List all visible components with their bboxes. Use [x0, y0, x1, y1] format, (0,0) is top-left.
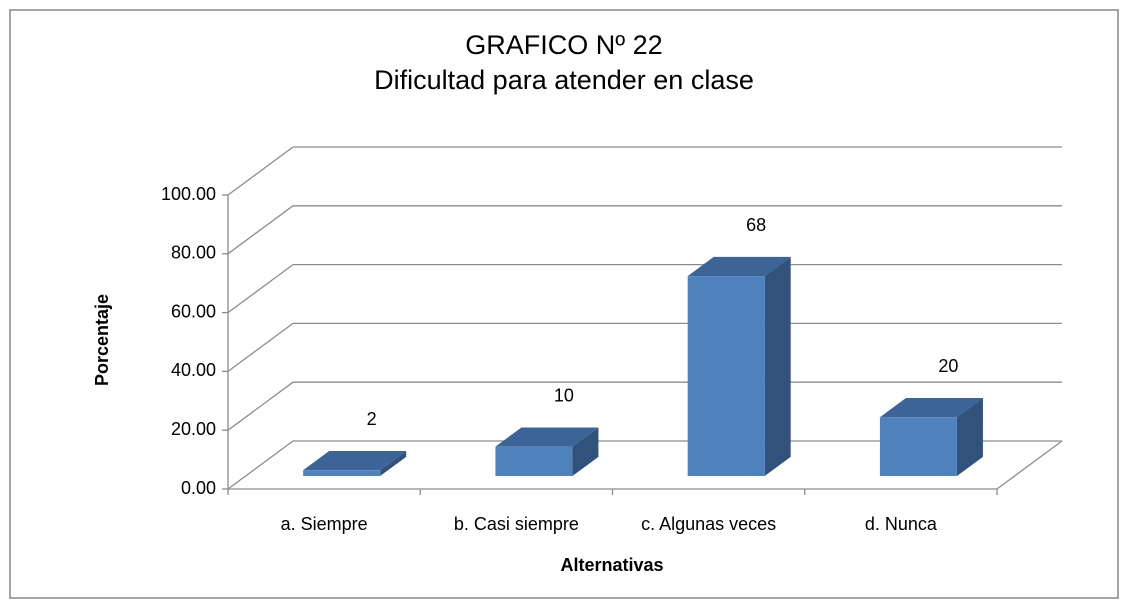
grid-diagonal — [227, 205, 294, 255]
chart-title: GRAFICO Nº 22 — [465, 30, 662, 60]
bar — [879, 417, 957, 477]
chart-subtitle: Dificultad para atender en clase — [374, 65, 754, 95]
y-axis-title: Porcentaje — [92, 294, 112, 386]
x-tick-label: d. Nunca — [865, 514, 938, 534]
bar-side — [572, 427, 599, 477]
grid-diagonal — [227, 322, 294, 372]
bar-side — [380, 450, 407, 477]
x-tick-label: c. Algunas veces — [641, 514, 776, 534]
x-axis-title: Alternativas — [560, 555, 663, 575]
bar-top — [687, 256, 791, 277]
y-tick-label: 100.00 — [161, 184, 216, 204]
y-tick-label: 0.00 — [181, 478, 216, 498]
x-tick-label: b. Casi siempre — [454, 514, 579, 534]
grid-diagonal — [227, 381, 294, 431]
grid-diagonal — [227, 440, 294, 490]
bar — [303, 470, 381, 477]
grid-diagonal — [227, 146, 294, 196]
data-label: 68 — [746, 215, 766, 235]
bar-top — [879, 398, 983, 418]
y-tick-label: 60.00 — [171, 301, 216, 321]
data-label: 10 — [554, 385, 574, 405]
floor-edge — [996, 440, 1063, 490]
bar-side — [956, 398, 983, 477]
chart-border — [9, 9, 1119, 599]
bar — [495, 446, 573, 477]
grid-diagonal — [227, 264, 294, 314]
bar-top — [303, 450, 407, 471]
y-tick-label: 40.00 — [171, 360, 216, 380]
y-tick-label: 20.00 — [171, 419, 216, 439]
bar-top — [495, 427, 599, 447]
bar — [687, 276, 765, 477]
bar-side — [764, 256, 791, 477]
data-label: 20 — [938, 356, 958, 376]
y-tick-label: 80.00 — [171, 243, 216, 263]
x-tick-label: a. Siempre — [281, 514, 368, 534]
data-label: 2 — [367, 409, 377, 429]
